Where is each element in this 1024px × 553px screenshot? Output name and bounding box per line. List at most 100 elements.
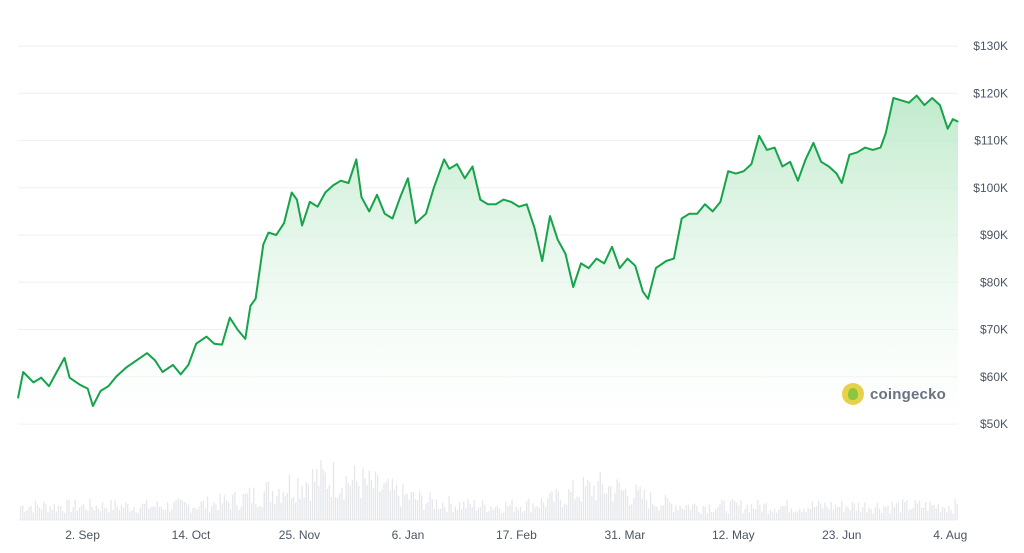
volume-bar [391,478,393,520]
volume-bar [692,504,694,520]
volume-bar [20,506,22,520]
volume-bar [509,504,511,520]
volume-bar [347,482,349,520]
price-point [107,385,109,387]
volume-bar [723,500,725,520]
volume-bar [809,508,811,520]
volume-bar [736,502,738,520]
volume-bar [794,511,797,520]
volume-bar [129,511,131,520]
volume-bar [28,507,30,520]
x-tick-label: 4. Aug [933,528,967,542]
volume-bar [710,512,713,520]
volume-bar [471,507,473,520]
volume-bar [725,511,727,520]
volume-bar [183,501,186,520]
volume-bar [790,508,792,520]
volume-bar [868,507,870,520]
price-line [17,94,959,407]
volume-bar [458,502,461,520]
volume-bar [545,506,547,520]
volume-bar [853,503,855,520]
volume-bar [549,492,551,520]
volume-bar [234,492,236,520]
volume-bar [225,500,228,520]
volume-bar [66,499,68,520]
volume-bar [517,509,519,520]
price-point [324,191,326,194]
volume-bar [248,488,251,520]
volume-bar [731,499,734,520]
volume-bar [496,505,498,520]
price-point [828,165,830,168]
price-point [479,199,481,201]
volume-bar [80,505,83,520]
volume-bar [706,513,708,520]
volume-bar [341,487,343,520]
price-point [572,286,574,288]
volume-bar [824,502,826,520]
volume-bar [818,500,820,520]
volume-bar [452,512,454,520]
price-point [125,366,128,368]
price-point [146,352,148,354]
price-point [864,147,866,149]
volume-bar [383,483,385,520]
volume-bar [122,507,125,520]
price-point [136,359,138,361]
volume-bar [240,506,242,520]
price-point [595,258,598,260]
volume-bar [467,498,469,520]
volume-bar [891,502,893,520]
volume-bar [860,512,862,520]
volume-bar [784,505,786,520]
volume-bar [956,504,958,520]
volume-bar [379,491,381,520]
volume-bar [85,509,87,520]
volume-bar [530,512,532,520]
volume-bar [832,509,834,520]
price-point [619,267,621,269]
volume-bar [215,504,217,520]
volume-bar [171,509,173,520]
price-point [908,102,910,104]
volume-bar [797,511,799,520]
volume-bar [704,506,706,520]
volume-bar [326,488,328,520]
price-point [301,224,303,227]
volume-bar [778,509,780,520]
price-point [626,258,629,260]
volume-bar [251,503,253,520]
volume-bar [694,503,696,520]
volume-bar [206,496,209,520]
volume-bar [822,508,824,520]
volume-bar [387,478,389,520]
volume-bar [503,512,505,520]
volume-bar [179,499,181,520]
price-point [820,161,822,163]
volume-bar [368,470,370,520]
price-point [879,147,882,149]
volume-bar [465,508,467,520]
price-point [774,147,776,149]
price-point [32,381,35,383]
volume-bar [843,511,845,520]
volume-bar [370,479,372,520]
price-point [317,206,319,208]
volume-bar [360,498,362,520]
watermark-brand: coingecko [870,385,946,403]
volume-bar [906,499,908,520]
volume-bar [920,507,923,520]
y-tick-label: $110K [974,134,1008,148]
gecko-logo-icon [842,383,864,405]
volume-bar [431,499,433,520]
volume-bar [498,508,501,520]
volume-bar [108,512,110,520]
volume-bar [53,503,55,520]
price-point [549,215,551,217]
volume-bar [282,492,284,520]
volume-bar [803,508,805,520]
volume-bar [194,507,196,520]
price-point [557,239,559,241]
volume-bar [167,502,169,520]
